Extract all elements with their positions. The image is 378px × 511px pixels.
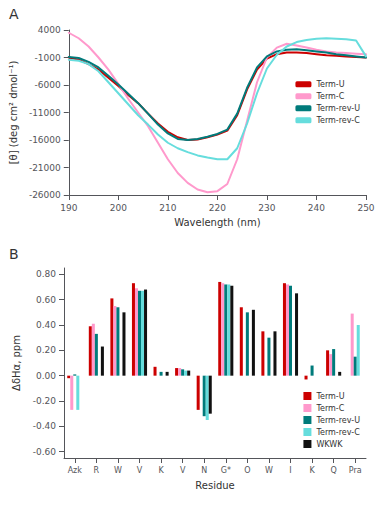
svg-text:-11000: -11000	[29, 108, 61, 118]
svg-text:Term-U: Term-U	[315, 80, 344, 89]
svg-text:[θ] (deg cm² dmol⁻¹): [θ] (deg cm² dmol⁻¹)	[8, 61, 19, 165]
svg-text:Term-U: Term-U	[315, 392, 344, 401]
svg-text:-1000: -1000	[35, 53, 61, 63]
svg-text:Term-rev-C: Term-rev-C	[315, 116, 360, 125]
svg-text:-0.60: -0.60	[33, 447, 57, 457]
svg-text:Q: Q	[330, 466, 336, 475]
svg-text:V: V	[180, 466, 186, 475]
svg-text:R: R	[94, 466, 100, 475]
svg-text:A: A	[9, 6, 19, 22]
svg-text:V: V	[137, 466, 143, 475]
svg-text:0.40: 0.40	[36, 320, 56, 330]
svg-text:I: I	[289, 466, 291, 475]
svg-text:W: W	[265, 466, 273, 475]
svg-text:Wavelength (nm): Wavelength (nm)	[174, 217, 260, 228]
svg-text:B: B	[9, 246, 19, 262]
svg-text:WKWK: WKWK	[316, 440, 343, 449]
svg-text:K: K	[158, 466, 164, 475]
svg-text:K: K	[309, 466, 315, 475]
svg-text:210: 210	[159, 203, 176, 213]
svg-text:Term-rev-U: Term-rev-U	[315, 416, 360, 425]
svg-text:Term-C: Term-C	[315, 92, 344, 101]
svg-text:Azk: Azk	[68, 466, 83, 475]
svg-text:-0.40: -0.40	[33, 421, 57, 431]
svg-text:O: O	[244, 466, 250, 475]
svg-text:Term-rev-C: Term-rev-C	[315, 428, 360, 437]
svg-text:0.00: 0.00	[36, 371, 56, 381]
svg-text:240: 240	[308, 203, 325, 213]
svg-text:Term-rev-U: Term-rev-U	[315, 104, 360, 113]
svg-text:0.80: 0.80	[36, 269, 56, 279]
svg-text:W: W	[114, 466, 122, 475]
svg-text:-21000: -21000	[29, 163, 61, 173]
svg-text:N: N	[201, 466, 207, 475]
svg-text:200: 200	[110, 203, 127, 213]
svg-text:-16000: -16000	[29, 135, 61, 145]
svg-text:Term-C: Term-C	[315, 404, 344, 413]
svg-text:220: 220	[209, 203, 226, 213]
svg-text:190: 190	[60, 203, 77, 213]
svg-text:Pra: Pra	[349, 466, 362, 475]
svg-text:230: 230	[258, 203, 275, 213]
svg-text:0.60: 0.60	[36, 295, 56, 305]
svg-text:0.20: 0.20	[36, 345, 56, 355]
svg-text:-26000: -26000	[29, 190, 61, 200]
svg-text:-0.20: -0.20	[33, 396, 57, 406]
svg-text:ΔδHα, ppm: ΔδHα, ppm	[11, 335, 22, 391]
svg-text:4000: 4000	[38, 25, 61, 35]
svg-text:-6000: -6000	[35, 80, 61, 90]
svg-text:Residue: Residue	[195, 480, 234, 491]
svg-text:G*: G*	[221, 466, 231, 475]
svg-text:250: 250	[357, 203, 374, 213]
